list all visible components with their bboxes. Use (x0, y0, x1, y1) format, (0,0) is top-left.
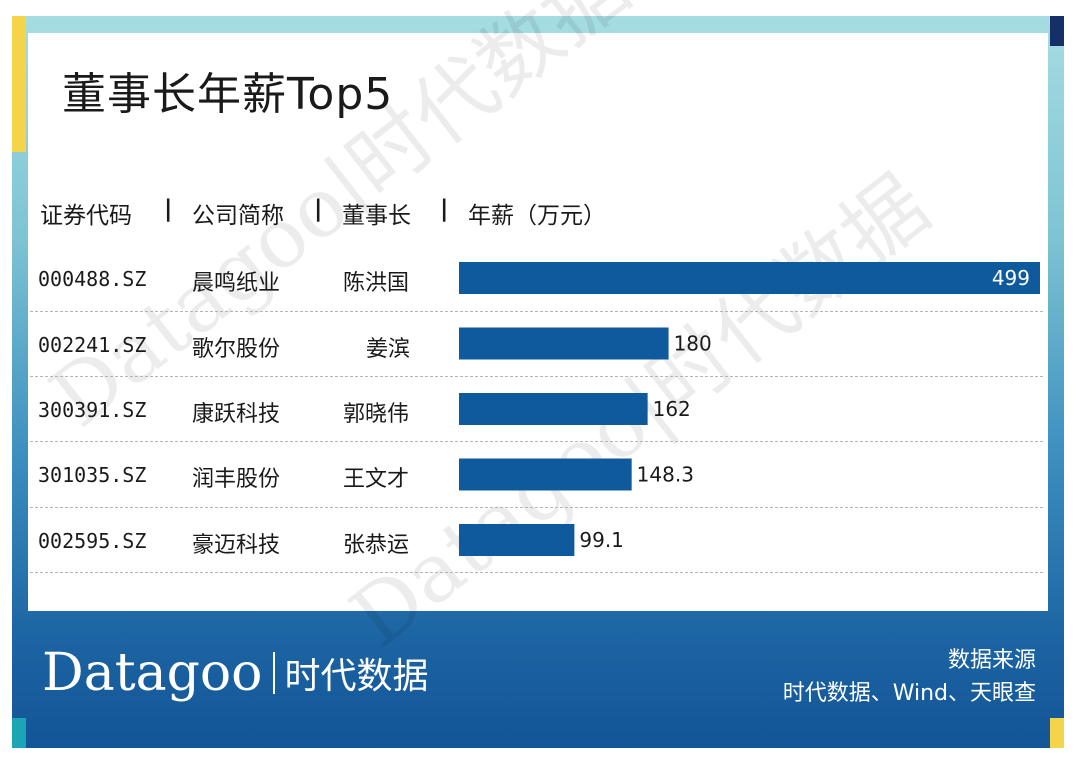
row-company: 晨鸣纸业 (192, 271, 281, 296)
corner-accent-bottom-right (1050, 718, 1064, 748)
chart-title: 董事长年薪Top5 (62, 69, 394, 120)
bar-value-label: 148.3 (637, 463, 694, 487)
header-separator: | (440, 196, 449, 222)
brand-logo: Datagoo 时代数据 (42, 643, 429, 703)
bar-value-label: 180 (674, 332, 712, 356)
row-company: 康跃科技 (192, 402, 281, 427)
chart-panel (28, 33, 1048, 611)
row-divider (30, 441, 1043, 442)
row-code: 000488.SZ (38, 267, 147, 291)
corner-accent-top-left (12, 16, 26, 152)
row-chairman: 郭晓伟 (343, 402, 410, 427)
row-company: 豪迈科技 (192, 533, 281, 558)
header-salary: 年薪（万元） (468, 203, 606, 229)
logo-divider (272, 652, 275, 694)
bar-value-label: 499 (992, 266, 1030, 290)
row-code: 301035.SZ (38, 463, 147, 487)
logo-chinese: 时代数据 (284, 656, 429, 697)
row-divider (30, 572, 1043, 573)
corner-accent-bottom-left (12, 718, 26, 748)
row-divider (30, 507, 1043, 508)
row-code: 002595.SZ (38, 529, 147, 553)
row-divider (30, 311, 1043, 312)
bar-0 (459, 262, 1040, 294)
header-chairman: 董事长 (342, 203, 411, 229)
row-chairman: 姜滨 (366, 337, 411, 362)
bar-2 (459, 393, 648, 425)
row-code: 002241.SZ (38, 333, 147, 357)
header-code: 证券代码 (40, 203, 132, 229)
header-company: 公司简称 (192, 203, 284, 229)
corner-accent-top-right (1050, 16, 1064, 46)
source-text: 时代数据、Wind、天眼查 (782, 681, 1036, 706)
bar-4 (459, 524, 575, 556)
row-company: 润丰股份 (192, 467, 281, 492)
logo-wordmark: Datagoo (42, 643, 263, 703)
row-code: 300391.SZ (38, 398, 147, 422)
row-chairman: 陈洪国 (343, 271, 410, 296)
bar-3 (459, 458, 632, 491)
row-divider (30, 376, 1043, 377)
row-company: 歌尔股份 (192, 337, 281, 362)
header-separator: | (314, 196, 323, 222)
bar-value-label: 99.1 (579, 528, 624, 552)
bar-value-label: 162 (653, 397, 691, 421)
row-chairman: 王文才 (343, 467, 410, 492)
row-chairman: 张恭运 (343, 533, 410, 558)
bar-1 (459, 327, 669, 360)
header-separator: | (164, 196, 173, 222)
data-source: 数据来源 时代数据、Wind、天眼查 (783, 644, 1036, 710)
source-title: 数据来源 (947, 648, 1036, 673)
